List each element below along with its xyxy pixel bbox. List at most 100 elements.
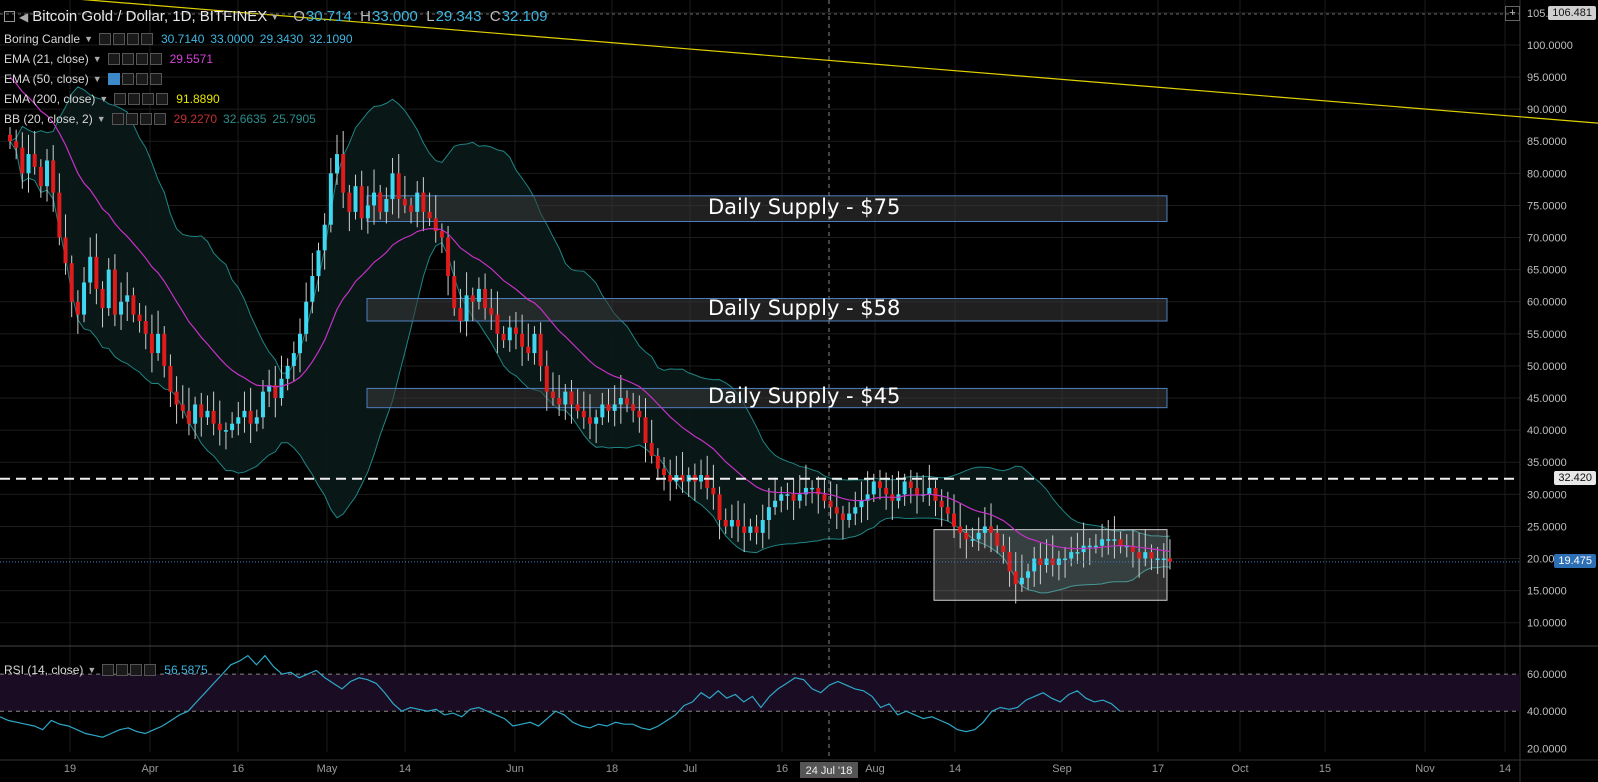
candle-body [513,327,518,334]
more-icon[interactable] [126,33,139,45]
settings-icon[interactable] [116,664,129,676]
candle-body [168,365,173,392]
chevron-down-icon[interactable]: ▼ [84,34,93,44]
candle-body [199,404,204,418]
supply-zone-label: Daily Supply - $45 [708,384,901,409]
indicator-legend-row[interactable]: BB (20, close, 2) ▼ 29.2270 32.6635 25.7905 [0,112,316,126]
candle-body [779,494,784,501]
price-tag-current: 19.475 [1554,553,1596,568]
candle-body [439,231,444,238]
collapse-icon[interactable]: ◀ [19,9,29,24]
y-tick-label: 15.0000 [1527,586,1567,598]
indicator-name[interactable]: Boring Candle [4,32,81,46]
indicator-legend-row[interactable]: Boring Candle ▼ 30.7140 33.0000 29.3430 32.10… [0,32,353,46]
candle-body [1167,558,1172,562]
candle-body [421,192,426,212]
x-tick-label: Apr [141,763,158,775]
candle-body [989,526,994,533]
indicator-value: 32.6635 [223,112,267,126]
x-tick-label: 17 [1152,763,1164,775]
chevron-down-icon[interactable]: ▼ [92,54,102,64]
add-icon[interactable]: + [1505,6,1520,21]
close-icon[interactable] [156,93,169,105]
candle-body [341,154,346,193]
menu-icon[interactable] [4,11,15,22]
crosshair-label-box [800,762,858,778]
candle-body [1155,558,1160,561]
candle-body [273,385,278,399]
indicator-legend-row[interactable]: EMA (50, close) ▼ [0,72,164,86]
candle-body [939,500,944,508]
candle-body [156,333,161,354]
candle-body [217,423,222,431]
candle-body [637,410,642,418]
candle-body [501,333,506,341]
visibility-icon[interactable] [98,33,111,45]
close-icon[interactable] [153,113,166,125]
candle-body [995,532,1000,546]
candle-body [483,288,488,309]
symbol-caret-icon[interactable]: ▼ [270,11,280,22]
candle-body [803,487,808,495]
indicator-name[interactable]: BB (20, close, 2) [4,112,93,126]
settings-icon[interactable] [121,73,134,85]
chevron-down-icon[interactable]: ▼ [87,665,97,675]
more-icon[interactable] [142,93,155,105]
candle-body [754,526,759,533]
y-tick-label: 35.0000 [1527,457,1567,469]
close-icon[interactable] [149,53,162,65]
bollinger-band-fill [10,86,1170,593]
candle-body [853,507,858,514]
more-icon[interactable] [139,113,152,125]
visibility-icon[interactable] [102,664,115,676]
y-tick-label: 80.0000 [1527,168,1567,180]
close-icon[interactable] [144,664,157,676]
indicator-legend-row[interactable]: EMA (200, close) ▼ 91.8890 [0,92,220,106]
candle-body [834,507,839,514]
visibility-icon[interactable] [111,113,124,125]
visibility-icon[interactable] [114,93,127,105]
settings-icon[interactable] [112,33,125,45]
indicator-legend-row[interactable]: EMA (21, close) ▼ 29.5571 [0,52,213,66]
visibility-icon[interactable] [107,73,120,85]
close-icon[interactable] [140,33,153,45]
candle-body [464,295,469,321]
rsi-legend-name[interactable]: RSI (14, close) [4,663,84,677]
more-icon[interactable] [130,664,143,676]
candle-body [699,475,704,482]
candle-body [267,385,272,392]
visibility-icon[interactable] [107,53,120,65]
chevron-down-icon[interactable]: ▼ [96,114,106,124]
candle-body [859,500,864,508]
indicator-name[interactable]: EMA (200, close) [4,92,96,106]
x-tick-label: 14 [1499,763,1511,775]
settings-icon[interactable] [125,113,138,125]
candle-body [20,147,25,174]
candle-body [1087,545,1092,548]
indicator-name[interactable]: EMA (50, close) [4,72,89,86]
candle-body [402,199,407,206]
candle-body [409,205,414,212]
candle-body [359,186,364,219]
price-tag-top: 106.481 [1548,6,1596,20]
candle-body [914,487,919,495]
rsi-legend[interactable]: RSI (14, close) ▼ 56.5875 [0,663,208,677]
supply-zone-label: Daily Supply - $58 [708,295,901,320]
settings-icon[interactable] [128,93,141,105]
x-tick-label: 18 [606,763,618,775]
candle-body [180,404,185,411]
settings-icon[interactable] [121,53,134,65]
candle-body [82,282,87,315]
candle-body [1112,539,1117,541]
candle-body [223,430,228,432]
symbol-title[interactable]: Bitcoin Gold / Dollar, 1D, BITFINEX [32,8,268,25]
more-icon[interactable] [135,73,148,85]
indicator-name[interactable]: EMA (21, close) [4,52,89,66]
close-icon[interactable] [149,73,162,85]
more-icon[interactable] [135,53,148,65]
chevron-down-icon[interactable]: ▼ [92,74,102,84]
chevron-down-icon[interactable]: ▼ [99,94,109,104]
candle-body [822,494,827,501]
candle-body [736,520,741,527]
